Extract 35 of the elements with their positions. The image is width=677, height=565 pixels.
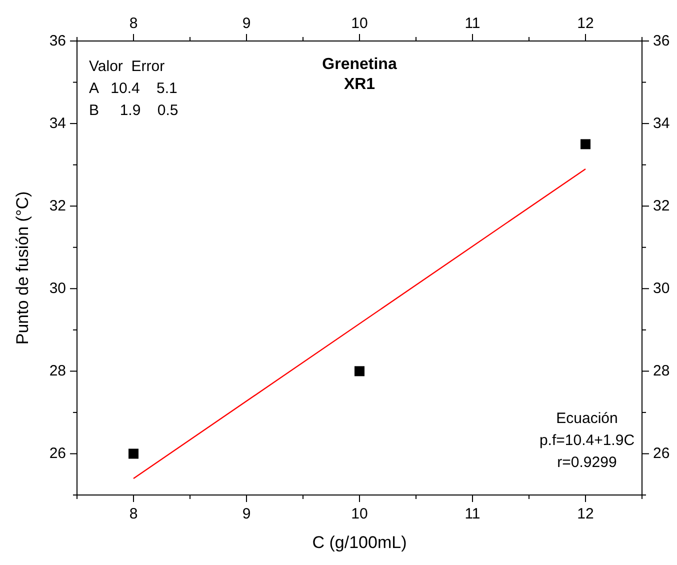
y2-tick-label: 32	[653, 198, 670, 215]
x2-tick-label: 11	[464, 505, 480, 522]
y2-tick-label: 26	[653, 445, 670, 462]
y-axis-title: Punto de fusión (°C)	[13, 191, 32, 345]
y-tick-label: 32	[49, 198, 66, 215]
x2-tick-label: 10	[351, 505, 368, 522]
x2-tick-label: 8	[129, 505, 138, 522]
y2-tick-label: 28	[653, 362, 670, 380]
x2-tick-label: 9	[242, 505, 251, 522]
annotation: Valor Error	[89, 58, 165, 75]
y-tick-label: 26	[49, 445, 66, 462]
y2-tick-label: 30	[653, 280, 670, 298]
annotation: p.f=10.4+1.9C	[539, 432, 635, 449]
x-tick-label: 8	[129, 15, 138, 32]
text: Grenetina	[322, 56, 397, 73]
x-axis-title: C (g/100mL)	[312, 533, 407, 552]
annotation: Ecuación	[556, 410, 618, 427]
y2-tick-label: 34	[653, 115, 670, 132]
point	[354, 366, 364, 376]
x-tick-label: 11	[464, 15, 480, 32]
y-tick-label: 30	[49, 280, 66, 298]
point	[580, 139, 590, 150]
annotation: B 1.9 0.5	[89, 102, 178, 119]
point	[128, 448, 138, 459]
annotation: A 10.4 5.1	[89, 80, 178, 97]
y-tick-label: 28	[49, 362, 66, 380]
y-tick-label: 36	[49, 32, 66, 50]
annotation: r=0.9299	[557, 454, 617, 471]
x-tick-label: 10	[351, 15, 368, 32]
x-tick-label: 9	[242, 15, 251, 32]
x-tick-label: 12	[577, 15, 594, 32]
y-tick-label: 34	[49, 115, 66, 132]
y2-tick-label: 36	[653, 32, 670, 50]
x2-tick-label: 12	[577, 505, 594, 522]
text: XR1	[344, 76, 376, 93]
